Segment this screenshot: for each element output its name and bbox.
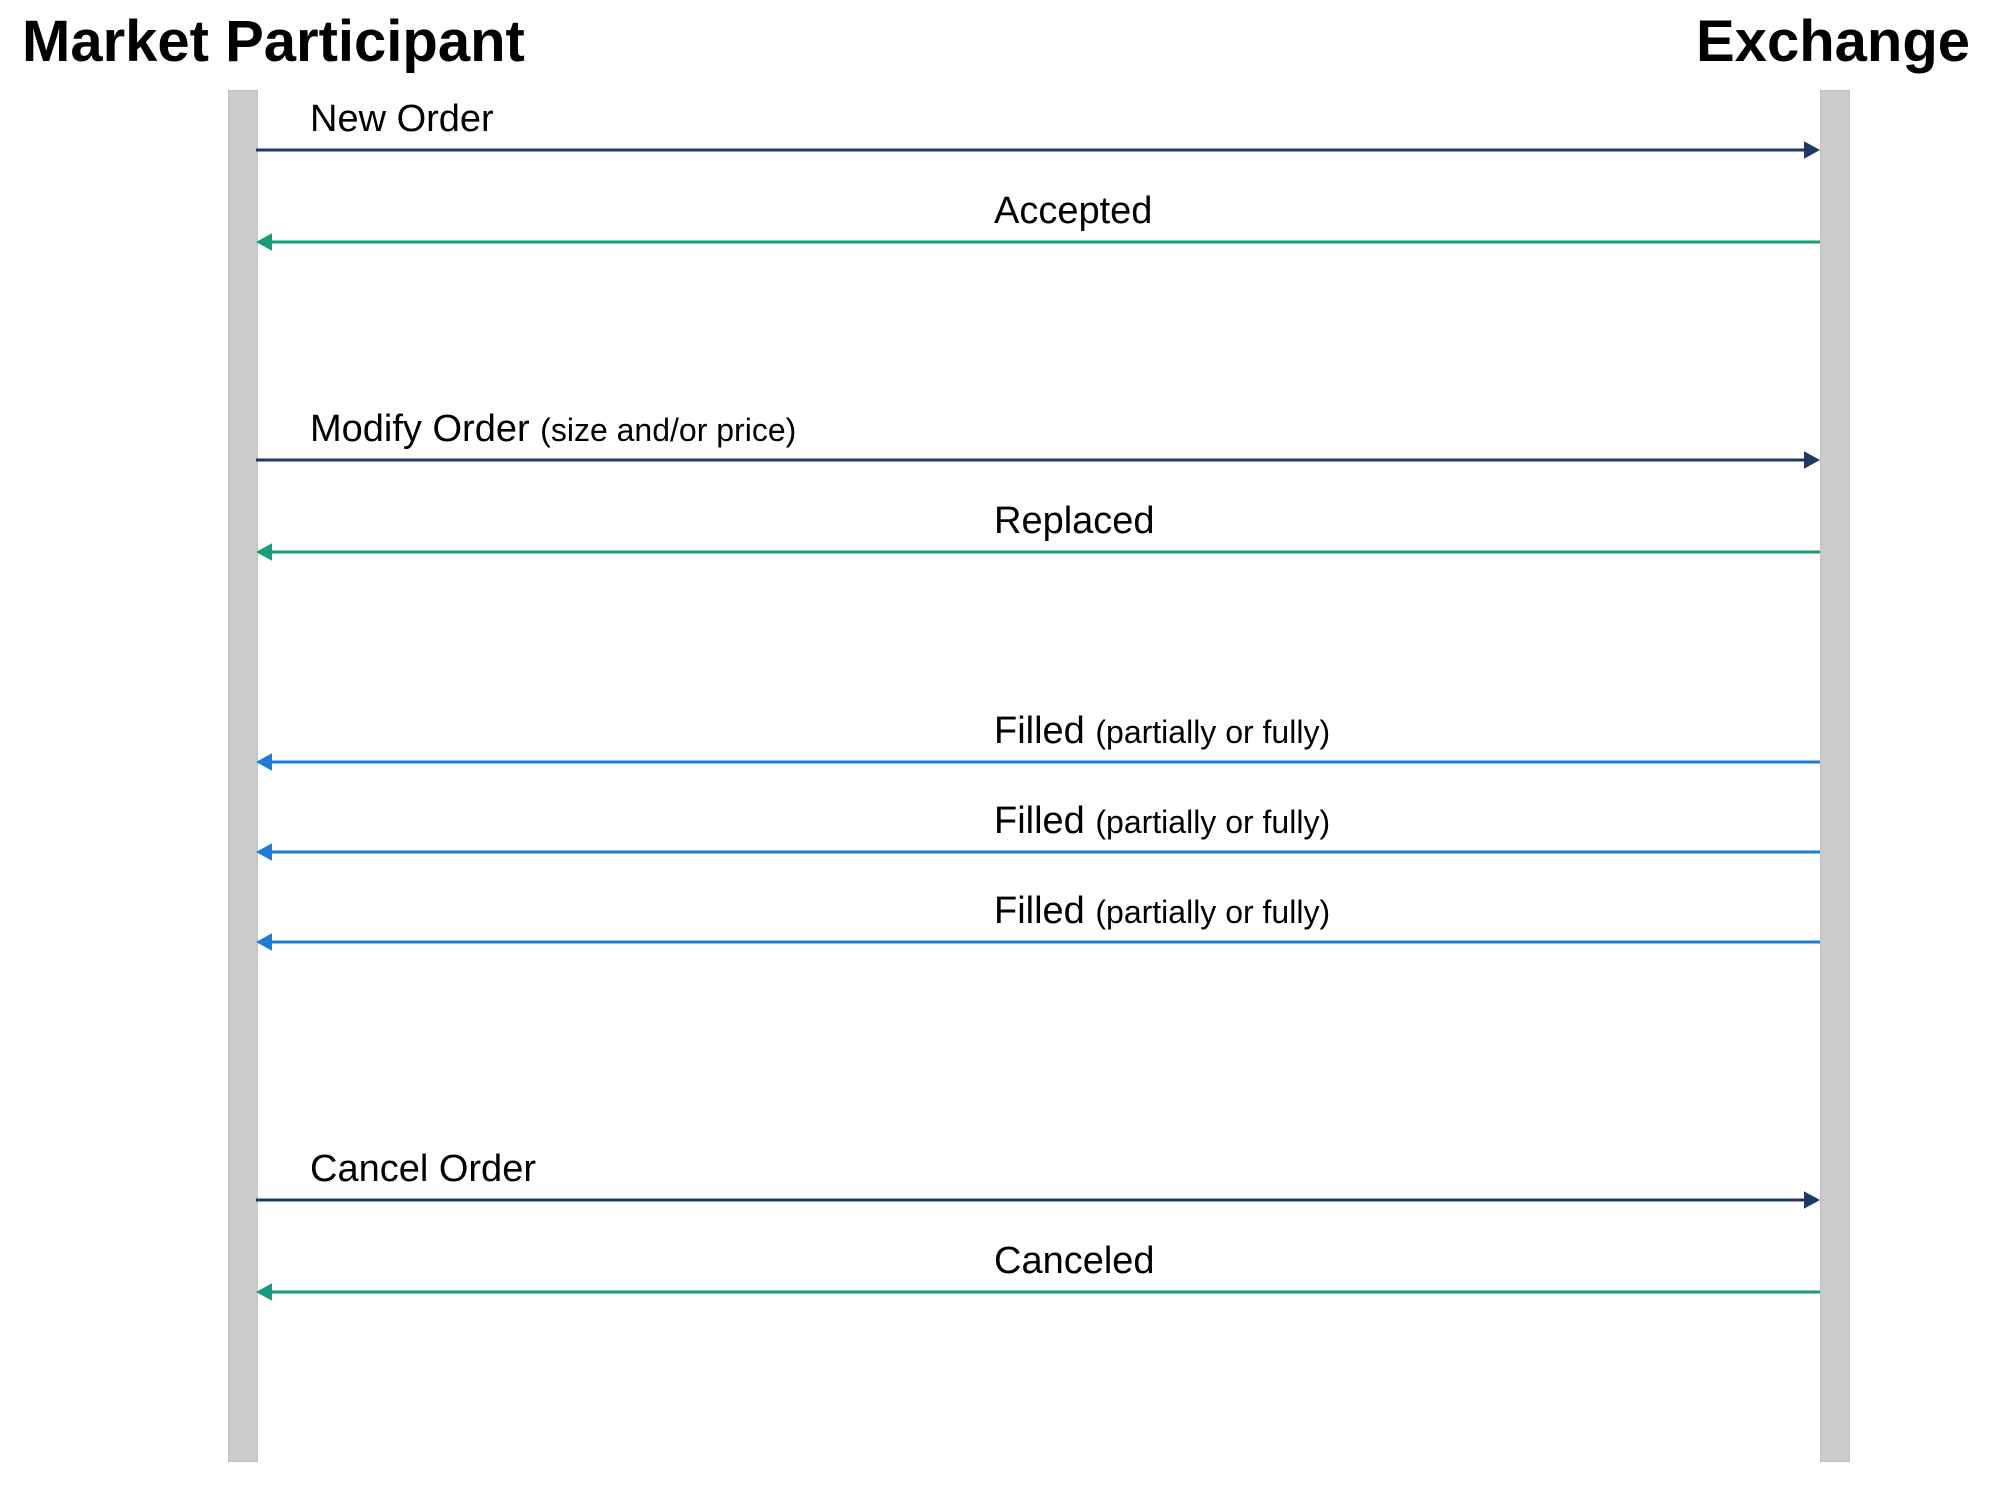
message-label-text-1: Accepted — [994, 190, 1152, 232]
sequence-diagram: Market Participant Exchange New OrderAcc… — [0, 0, 2000, 1501]
message-sublabel-text-4: (partially or fully) — [1095, 714, 1330, 750]
message-label-3: Replaced — [994, 500, 1155, 543]
message-label-text-0: New Order — [310, 98, 494, 140]
message-sublabel-text-5: (partially or fully) — [1095, 804, 1330, 840]
message-label-text-7: Cancel Order — [310, 1148, 536, 1190]
message-arrowhead-2 — [1804, 451, 1820, 469]
message-arrowhead-7 — [1804, 1191, 1820, 1209]
message-arrowhead-3 — [256, 543, 272, 561]
message-label-6: Filled (partially or fully) — [994, 890, 1330, 933]
message-arrowhead-6 — [256, 933, 272, 951]
message-label-text-8: Canceled — [994, 1240, 1155, 1282]
message-arrowhead-5 — [256, 843, 272, 861]
message-label-text-2: Modify Order — [310, 408, 540, 450]
message-label-text-3: Replaced — [994, 500, 1155, 542]
message-arrowhead-4 — [256, 753, 272, 771]
message-arrowhead-8 — [256, 1283, 272, 1301]
message-arrowhead-0 — [1804, 141, 1820, 159]
message-label-7: Cancel Order — [310, 1148, 536, 1191]
message-label-2: Modify Order (size and/or price) — [310, 408, 796, 451]
message-label-text-5: Filled — [994, 800, 1095, 842]
message-label-1: Accepted — [994, 190, 1152, 233]
message-sublabel-text-6: (partially or fully) — [1095, 894, 1330, 930]
message-label-text-6: Filled — [994, 890, 1095, 932]
message-label-0: New Order — [310, 98, 494, 141]
message-label-text-4: Filled — [994, 710, 1095, 752]
message-label-5: Filled (partially or fully) — [994, 800, 1330, 843]
message-arrowhead-1 — [256, 233, 272, 251]
message-label-8: Canceled — [994, 1240, 1155, 1283]
message-sublabel-text-2: (size and/or price) — [540, 412, 796, 448]
message-label-4: Filled (partially or fully) — [994, 710, 1330, 753]
